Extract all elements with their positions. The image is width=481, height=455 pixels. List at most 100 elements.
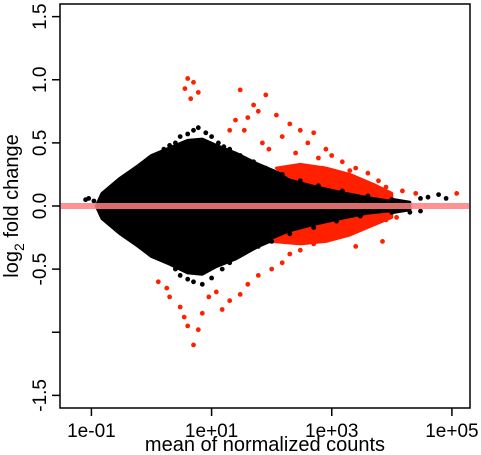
data-point xyxy=(177,273,183,278)
data-point xyxy=(320,165,325,171)
data-point xyxy=(334,233,339,239)
data-point xyxy=(185,76,191,81)
x-tick-label: 1e+03 xyxy=(305,421,358,442)
data-point xyxy=(316,155,321,161)
data-point xyxy=(99,211,105,217)
data-point xyxy=(400,188,405,194)
data-point xyxy=(263,92,269,98)
data-point xyxy=(195,90,201,95)
data-point xyxy=(311,225,317,230)
data-point xyxy=(181,314,187,320)
data-point xyxy=(279,260,285,266)
y-tick-label: 1.0 xyxy=(30,67,51,93)
data-point xyxy=(233,117,238,123)
data-point xyxy=(143,165,149,171)
y-tick-label: -0.5 xyxy=(30,253,51,286)
data-point xyxy=(293,150,298,156)
data-point xyxy=(305,140,311,146)
data-point xyxy=(117,221,123,227)
data-point xyxy=(173,140,178,146)
data-point xyxy=(413,191,419,196)
data-point xyxy=(297,178,303,184)
data-point xyxy=(131,228,136,234)
data-point xyxy=(425,194,431,200)
data-point xyxy=(311,241,317,247)
data-point xyxy=(177,304,183,310)
data-point xyxy=(131,175,136,181)
data-point xyxy=(297,127,303,133)
data-point xyxy=(297,247,303,253)
data-point xyxy=(358,178,363,184)
data-point xyxy=(436,192,441,198)
data-point xyxy=(358,213,363,219)
data-point xyxy=(191,342,196,348)
data-point xyxy=(155,153,161,158)
data-point xyxy=(221,144,227,150)
data-point xyxy=(389,209,395,215)
data-point xyxy=(311,130,317,136)
data-point xyxy=(149,244,154,249)
data-point xyxy=(287,121,293,127)
x-tick-label: 1e-01 xyxy=(67,421,116,442)
data-point xyxy=(155,279,161,285)
data-point xyxy=(237,87,243,93)
data-point xyxy=(112,188,118,194)
data-point xyxy=(245,281,251,287)
x-axis-label: mean of normalized counts xyxy=(145,434,385,455)
data-point xyxy=(99,193,105,199)
data-point xyxy=(241,127,247,133)
data-point xyxy=(287,251,293,257)
data-point xyxy=(164,285,170,291)
data-point xyxy=(266,146,272,152)
data-point xyxy=(161,146,167,152)
x-axis: 1e-01 1e+01 1e+03 1e+05 xyxy=(67,408,479,442)
y-axis-label-subscript: 2 xyxy=(11,243,27,251)
data-point xyxy=(443,196,449,201)
data-point xyxy=(251,159,256,165)
data-point xyxy=(195,125,201,131)
data-point xyxy=(454,191,460,196)
data-point xyxy=(219,307,225,312)
y-tick-label: 1.5 xyxy=(30,3,51,29)
data-point xyxy=(353,165,359,171)
data-point xyxy=(209,134,215,140)
data-point xyxy=(191,127,196,133)
y-axis-label-base: log xyxy=(1,251,23,278)
data-point xyxy=(227,127,233,133)
data-point xyxy=(135,169,141,175)
data-point xyxy=(353,244,359,249)
data-point xyxy=(125,178,130,184)
data-point xyxy=(143,239,149,244)
y-tick-label: 0.0 xyxy=(30,193,51,219)
data-point xyxy=(185,276,191,282)
data-point xyxy=(91,198,97,204)
data-point xyxy=(255,244,261,249)
data-point xyxy=(173,266,178,272)
data-point xyxy=(117,184,123,190)
data-point xyxy=(339,159,345,165)
data-point xyxy=(191,79,196,85)
data-point xyxy=(347,168,353,174)
data-point xyxy=(383,184,389,190)
data-point xyxy=(347,228,353,234)
data-point xyxy=(334,218,339,224)
x-tick-label: 1e+01 xyxy=(185,421,238,442)
x-tick-label: 1e+05 xyxy=(425,421,478,442)
data-point xyxy=(203,130,209,136)
data-point xyxy=(279,172,285,177)
data-point xyxy=(287,231,293,237)
data-point xyxy=(383,217,389,223)
data-point xyxy=(323,237,329,243)
data-point xyxy=(195,327,201,333)
data-point xyxy=(358,225,363,230)
data-point xyxy=(269,239,275,244)
data-point xyxy=(86,196,92,201)
data-point xyxy=(188,96,194,102)
data-point xyxy=(107,192,112,198)
data-point xyxy=(213,289,219,295)
data-point xyxy=(365,170,371,176)
data-point xyxy=(418,196,423,201)
data-point xyxy=(227,146,233,152)
data-point xyxy=(149,159,154,165)
data-point xyxy=(219,266,225,272)
